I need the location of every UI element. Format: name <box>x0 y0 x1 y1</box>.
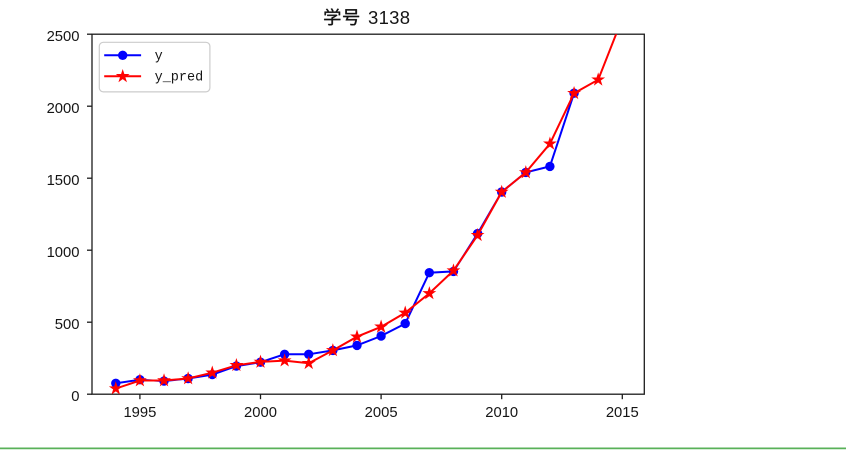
svg-text:2010: 2010 <box>485 405 518 421</box>
svg-text:y: y <box>155 50 163 65</box>
svg-text:1995: 1995 <box>123 405 156 421</box>
svg-text:2500: 2500 <box>47 29 80 45</box>
svg-text:500: 500 <box>55 317 80 333</box>
svg-text:2015: 2015 <box>606 405 639 421</box>
svg-text:0: 0 <box>71 389 79 405</box>
svg-text:y_pred: y_pred <box>155 71 204 86</box>
svg-text:2005: 2005 <box>365 405 398 421</box>
svg-text:1000: 1000 <box>47 245 80 261</box>
svg-text:2000: 2000 <box>47 101 80 117</box>
svg-text:1500: 1500 <box>47 173 80 189</box>
svg-text:2000: 2000 <box>244 405 277 421</box>
svg-text:3138: 3138 <box>368 7 410 28</box>
